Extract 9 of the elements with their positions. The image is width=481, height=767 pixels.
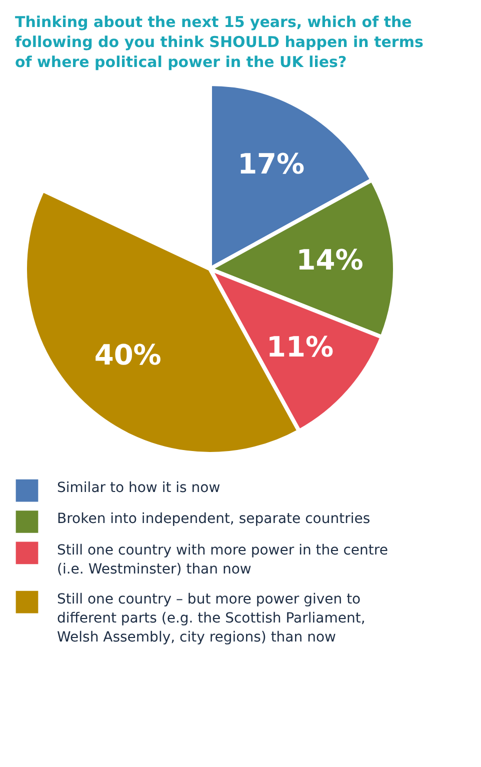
data-label: 17%: [238, 148, 305, 181]
legend-label: Still one country with more power in the centre (i.e. Westminster) than now: [57, 542, 388, 578]
data-label: 11%: [266, 330, 334, 364]
data-label: 14%: [296, 243, 364, 276]
data-label: 40%: [94, 338, 162, 372]
legend-label: Broken into independent, separate countries: [57, 511, 370, 528]
chart-title: Thinking about the next 15 years, which of the following do you think SHOULD happen in terms of where political power in the UK lies?: [15, 13, 424, 71]
legend-label: Similar to how it is now: [57, 480, 220, 496]
legend-label: Still one country – but more power given to different parts (e.g. the Scottish Parliament, Welsh Assembly, city regions) than now: [57, 592, 366, 646]
